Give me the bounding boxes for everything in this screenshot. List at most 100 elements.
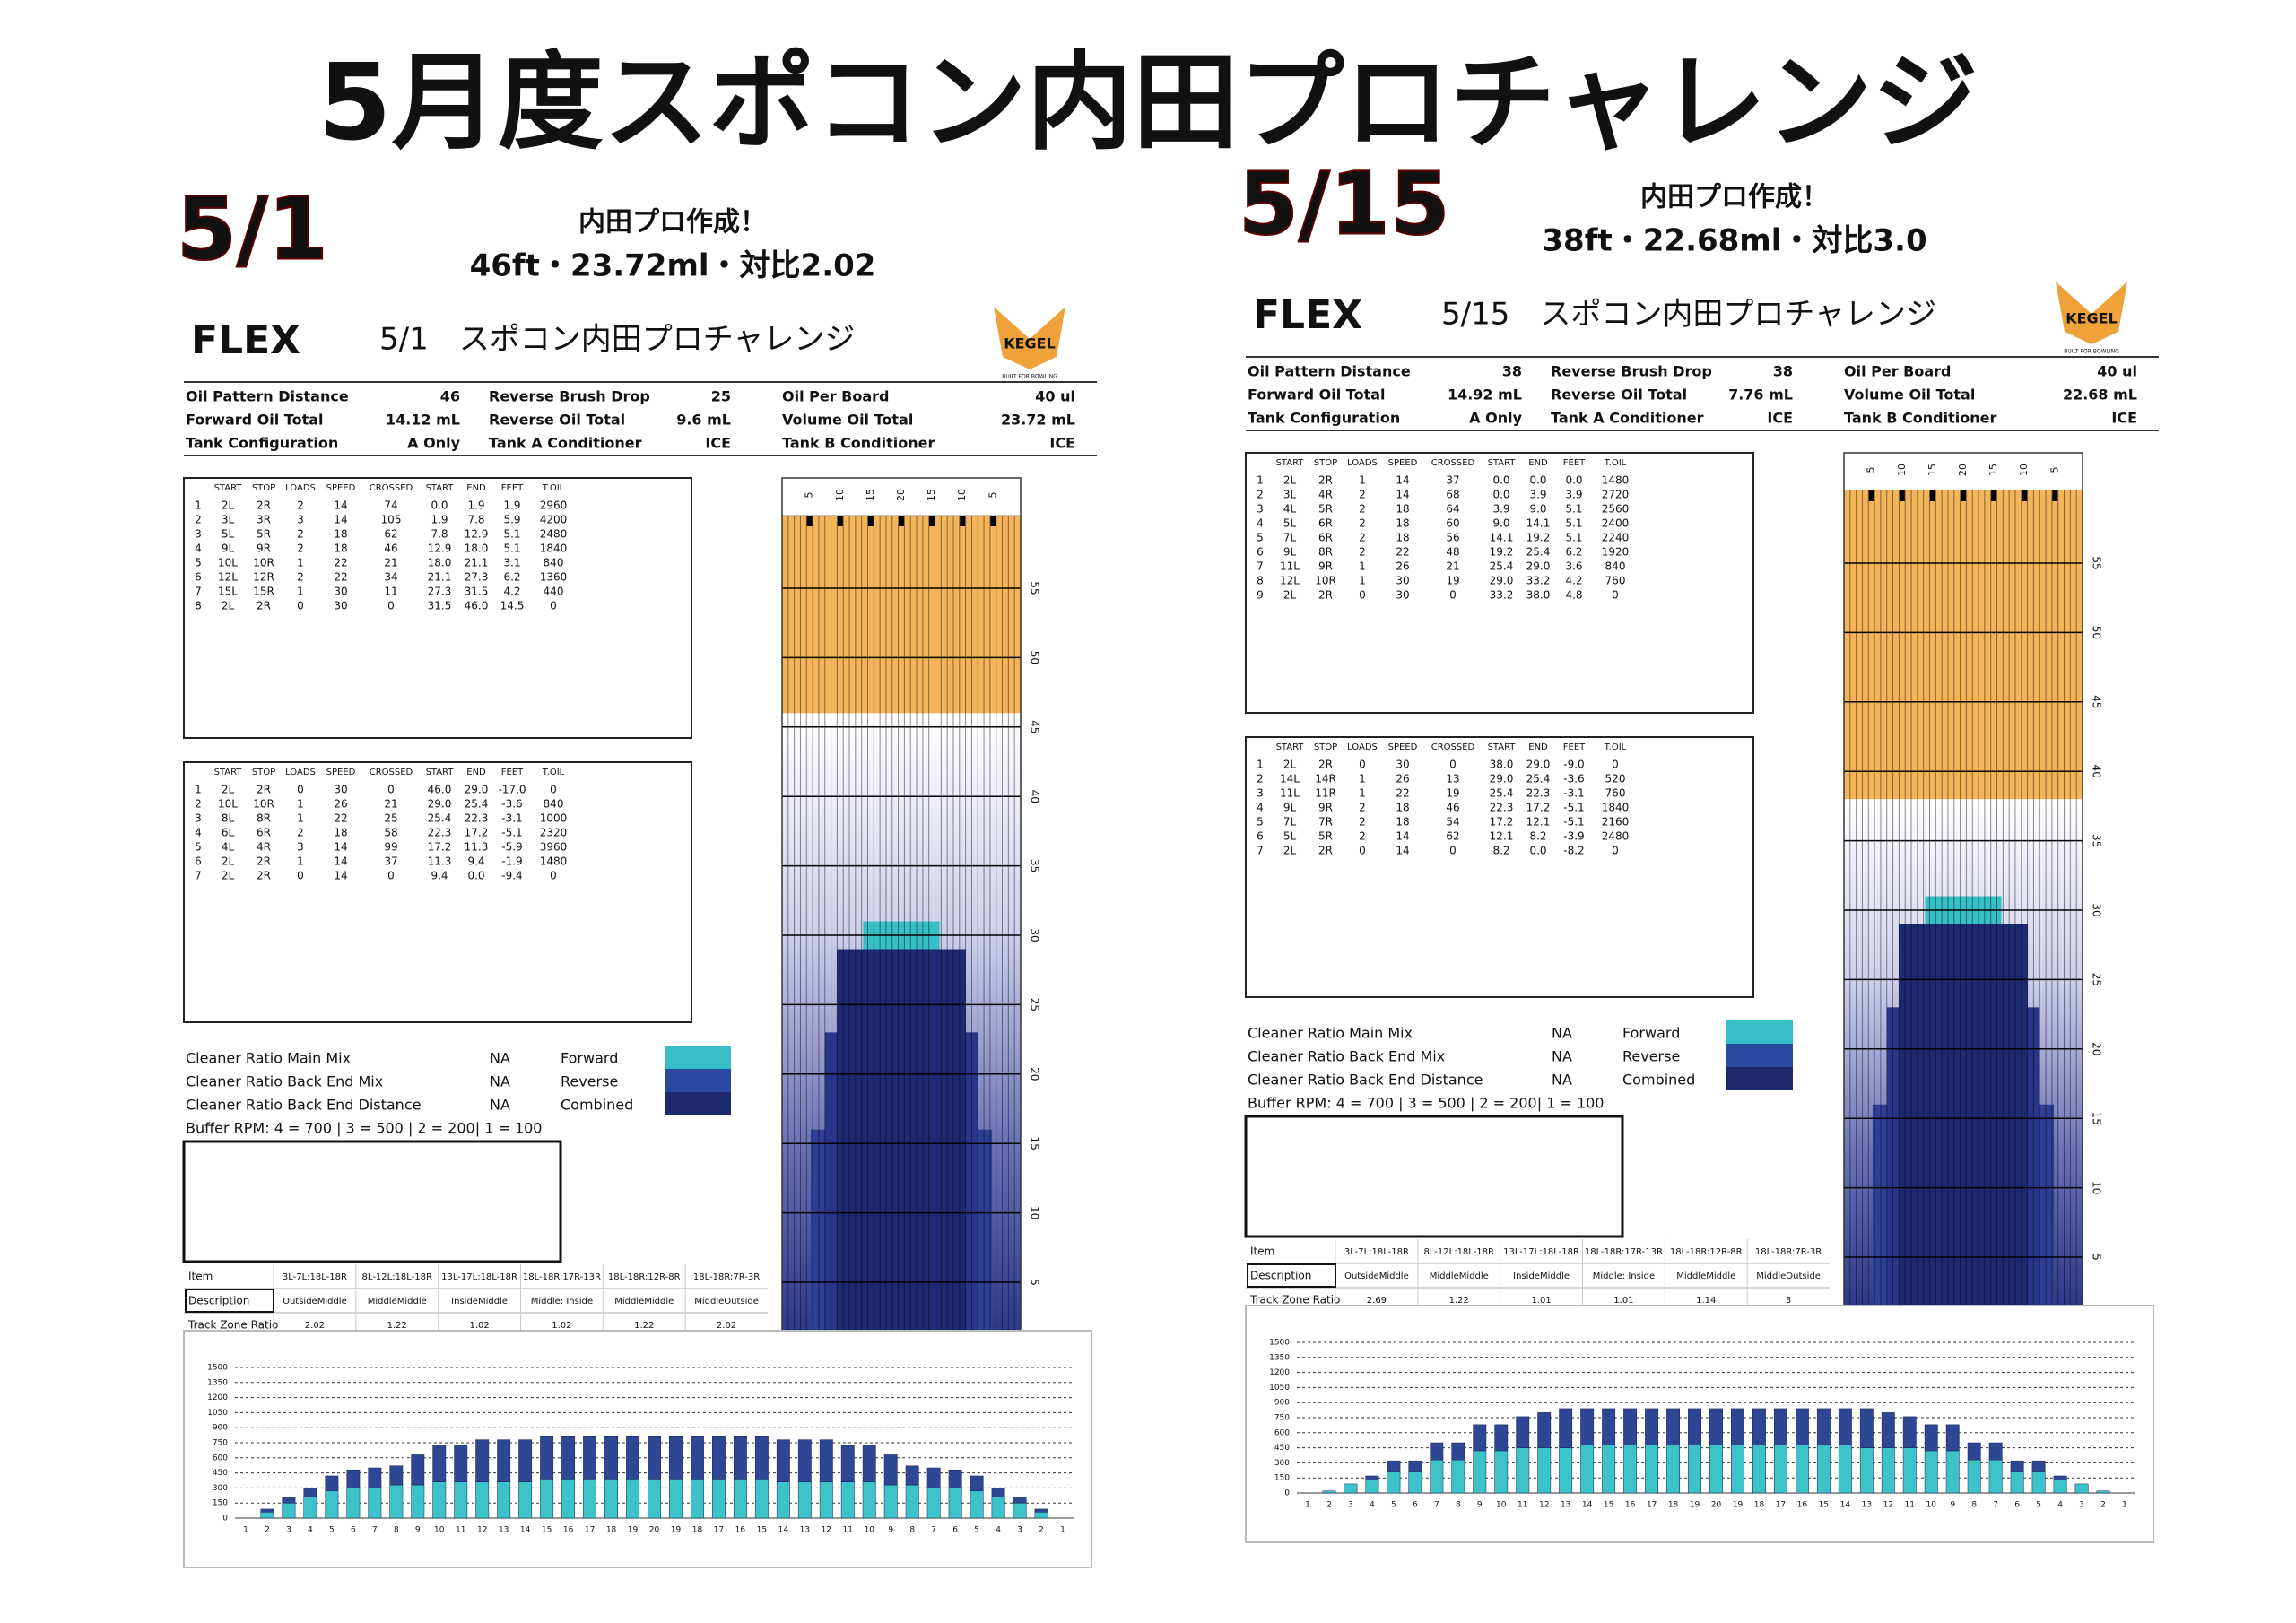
summary-label: Tank Configuration <box>1248 410 1400 427</box>
x-tick-label: 15 <box>757 1526 767 1535</box>
table-cell: -8.2 <box>1563 845 1584 857</box>
table-cell: 5L <box>1283 830 1297 843</box>
bar <box>862 1445 876 1482</box>
table-cell: 64 <box>1446 503 1459 516</box>
bar <box>1451 1442 1465 1461</box>
bar <box>797 1439 812 1482</box>
table-cell: 0.0 <box>467 870 484 882</box>
bar <box>1816 1408 1831 1445</box>
bar <box>970 1475 984 1492</box>
table-cell: 3R <box>257 514 271 526</box>
zone-cell: Middle: Inside <box>1593 1271 1655 1281</box>
bar <box>346 1469 361 1488</box>
zone-cell: 1.01 <box>1531 1296 1551 1306</box>
summary-value: 40 ul <box>1035 388 1075 405</box>
table-cell: 1.9 <box>430 514 448 526</box>
y-tick-label: 1200 <box>207 1393 228 1402</box>
table-cell: 2 <box>297 542 304 555</box>
bar <box>1580 1444 1595 1494</box>
x-tick-label: 17 <box>714 1526 724 1535</box>
summary-value: 14.92 mL <box>1448 386 1522 404</box>
bar <box>948 1488 962 1519</box>
y-tick-label: 150 <box>1274 1474 1290 1483</box>
x-tick-label: 1 <box>1060 1526 1065 1535</box>
board-label: 15 <box>1926 464 1938 476</box>
bar <box>883 1454 898 1486</box>
table-cell: 46.0 <box>465 600 489 612</box>
legend-label: Reverse <box>561 1073 618 1090</box>
y-tick-label: 1350 <box>1269 1353 1290 1362</box>
summary-label: Oil Pattern Distance <box>1248 363 1411 380</box>
x-tick-label: 6 <box>351 1526 356 1535</box>
table-cell: 14 <box>1396 489 1409 501</box>
table-cell: 27.3 <box>428 586 452 598</box>
table-cell: 6R <box>257 827 271 839</box>
board-label: 20 <box>895 489 907 501</box>
bar <box>970 1490 984 1519</box>
table-cell: 2R <box>1318 845 1333 857</box>
x-tick-label: 6 <box>2014 1501 2020 1510</box>
x-tick-label: 18 <box>1668 1501 1679 1510</box>
table-cell: 26 <box>1396 560 1409 573</box>
pattern-sheet: 5/15 内田プロ作成！ 38ft・22.68ml・対比3.0 FLEX 5/15 スポ… <box>1238 152 2159 1543</box>
table-cell: 2320 <box>540 827 568 839</box>
legend-swatch <box>1726 1020 1793 1044</box>
notes-box <box>1244 1115 1624 1238</box>
flex-logo: FLEX <box>1253 292 1362 338</box>
table-cell: 9.0 <box>1529 503 1546 516</box>
bar <box>926 1488 941 1519</box>
foot-label: 55 <box>1029 581 1041 595</box>
table-cell: 1480 <box>1602 474 1630 487</box>
table-cell: 8R <box>1318 546 1333 559</box>
buffer-rpm: Buffer RPM: 4 = 700 | 3 = 500 | 2 = 200|… <box>186 1120 542 1137</box>
table-cell: 62 <box>384 528 397 541</box>
bar <box>626 1479 639 1519</box>
table-cell: 2240 <box>1602 532 1630 544</box>
table-cell: 7.8 <box>430 528 448 541</box>
note: 内田プロ作成！ <box>578 207 767 239</box>
board-arrow <box>1991 490 1997 501</box>
table-cell: 2480 <box>1602 830 1630 843</box>
summary-value: 38 <box>1502 363 1522 380</box>
bar <box>1773 1444 1787 1494</box>
board-arrow <box>1899 490 1905 501</box>
table-cell: 13 <box>1446 773 1459 785</box>
table-cell: 29.0 <box>1490 773 1514 785</box>
table-cell: 17.2 <box>1526 802 1551 814</box>
table-cell: 5.9 <box>503 514 520 526</box>
x-tick-label: 9 <box>888 1526 893 1535</box>
bar <box>1881 1447 1895 1494</box>
table-cell: 0 <box>297 870 304 882</box>
foot-label: 30 <box>2091 903 2103 916</box>
legend-label: Reverse <box>1622 1048 1680 1065</box>
board-label: 10 <box>2018 464 2030 476</box>
sheet-title: 5/15 スポコン内田プロチャレンジ <box>1441 297 1936 333</box>
bar <box>282 1497 296 1504</box>
summary-label: Forward Oil Total <box>186 412 324 429</box>
table-header: END <box>1528 742 1548 752</box>
zone-cell: 18L-18R:7R-3R <box>1755 1247 1822 1257</box>
x-tick-label: 14 <box>1582 1501 1593 1510</box>
x-tick-label: 11 <box>843 1526 853 1535</box>
table-header: T.OIL <box>542 483 565 493</box>
table-cell: 1920 <box>1602 546 1630 559</box>
table-cell: 5L <box>222 528 235 541</box>
y-tick-label: 450 <box>213 1469 228 1478</box>
x-tick-label: 19 <box>628 1526 639 1535</box>
table-cell: 26 <box>1396 773 1409 785</box>
table-cell: 1 <box>297 557 304 569</box>
bar <box>1034 1508 1048 1513</box>
bar <box>840 1445 855 1482</box>
bar <box>1645 1444 1659 1494</box>
table-cell: 520 <box>1605 773 1626 785</box>
cleaner-label: Cleaner Ratio Main Mix <box>186 1050 351 1067</box>
table-cell: 12.1 <box>1490 830 1514 843</box>
table-cell: -5.9 <box>501 841 522 854</box>
bar <box>1451 1459 1465 1494</box>
table-header: LOADS <box>1347 458 1378 468</box>
flex-logo: FLEX <box>191 317 300 363</box>
notes-box <box>182 1140 562 1263</box>
table-cell: 6.2 <box>1565 546 1582 559</box>
cleaner-label: Cleaner Ratio Back End Distance <box>1248 1072 1483 1089</box>
